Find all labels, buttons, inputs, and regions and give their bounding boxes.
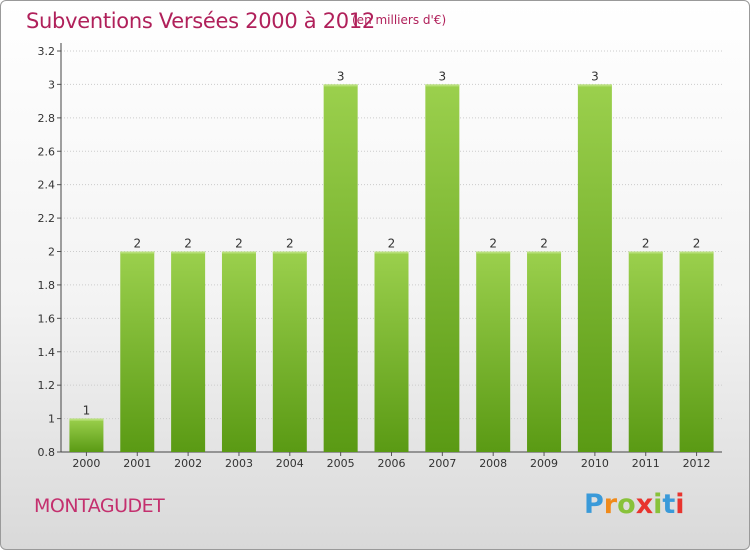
chart-subtitle: (en milliers d'€) [352,13,447,27]
bar [120,251,155,452]
y-tick-label: 2.6 [38,145,56,158]
y-tick-label: 1.6 [38,312,56,325]
x-tick-label: 2003 [225,457,253,470]
y-tick-label: 1.8 [38,279,56,292]
x-tick-label: 2009 [530,457,558,470]
bar-highlight [425,84,460,87]
bar [679,251,714,452]
y-tick-label: 1 [48,413,55,426]
bar-highlight [69,418,104,421]
y-tick-label: 2 [48,246,55,259]
data-label: 2 [235,237,243,251]
bar-highlight [374,251,409,254]
x-tick-label: 2002 [174,457,202,470]
data-label: 2 [540,237,548,251]
y-tick-label: 2.4 [38,179,56,192]
bar-highlight [527,251,562,254]
bar [628,251,663,452]
data-label: 3 [439,69,447,83]
x-tick-label: 2008 [479,457,507,470]
bar [425,84,460,453]
bar-highlight [476,251,511,254]
x-tick-label: 2007 [428,457,456,470]
bar-highlight [171,251,206,254]
bar-highlight [628,251,663,254]
bar [577,84,612,453]
x-tick-label: 2001 [123,457,151,470]
x-tick-label: 2010 [581,457,609,470]
bar [323,84,358,453]
bar-highlight [120,251,155,254]
bar [527,251,562,452]
data-label: 3 [337,69,345,83]
x-tick-label: 2006 [378,457,406,470]
y-tick-label: 2.2 [38,212,56,225]
bar [272,251,307,452]
y-tick-label: 3 [48,78,55,91]
data-label: 2 [184,237,192,251]
data-label: 2 [286,237,294,251]
data-label: 3 [591,69,599,83]
x-tick-label: 2012 [683,457,711,470]
chart-title: Subventions Versées 2000 à 2012 [26,9,375,33]
bar [476,251,511,452]
bar [69,418,104,452]
bar [221,251,256,452]
data-label: 2 [642,237,650,251]
y-tick-label: 1.2 [38,379,56,392]
proxiti-logo: Proxiti [584,489,685,520]
x-tick-label: 2011 [632,457,660,470]
bar-highlight [577,84,612,87]
bar [171,251,206,452]
data-label: 2 [489,237,497,251]
bar-highlight [323,84,358,87]
data-label: 2 [388,237,396,251]
y-tick-label: 1.4 [38,346,56,359]
x-tick-label: 2004 [276,457,304,470]
place-name: MONTAGUDET [34,495,165,517]
y-tick-label: 0.8 [38,446,56,459]
y-tick-label: 2.8 [38,112,56,125]
bar [374,251,409,452]
data-label: 2 [133,237,141,251]
labels: 1 2000 2 2001 2 2002 2 2003 2 2004 3 2005 2 2006 3 2007… [72,69,710,470]
bar-highlight [272,251,307,254]
y-tick-label: 3.2 [38,45,56,58]
bars [69,84,714,453]
x-tick-label: 2000 [72,457,100,470]
x-tick-label: 2005 [327,457,355,470]
bar-highlight [679,251,714,254]
bar-highlight [221,251,256,254]
data-label: 2 [693,237,701,251]
data-label: 1 [83,404,91,418]
